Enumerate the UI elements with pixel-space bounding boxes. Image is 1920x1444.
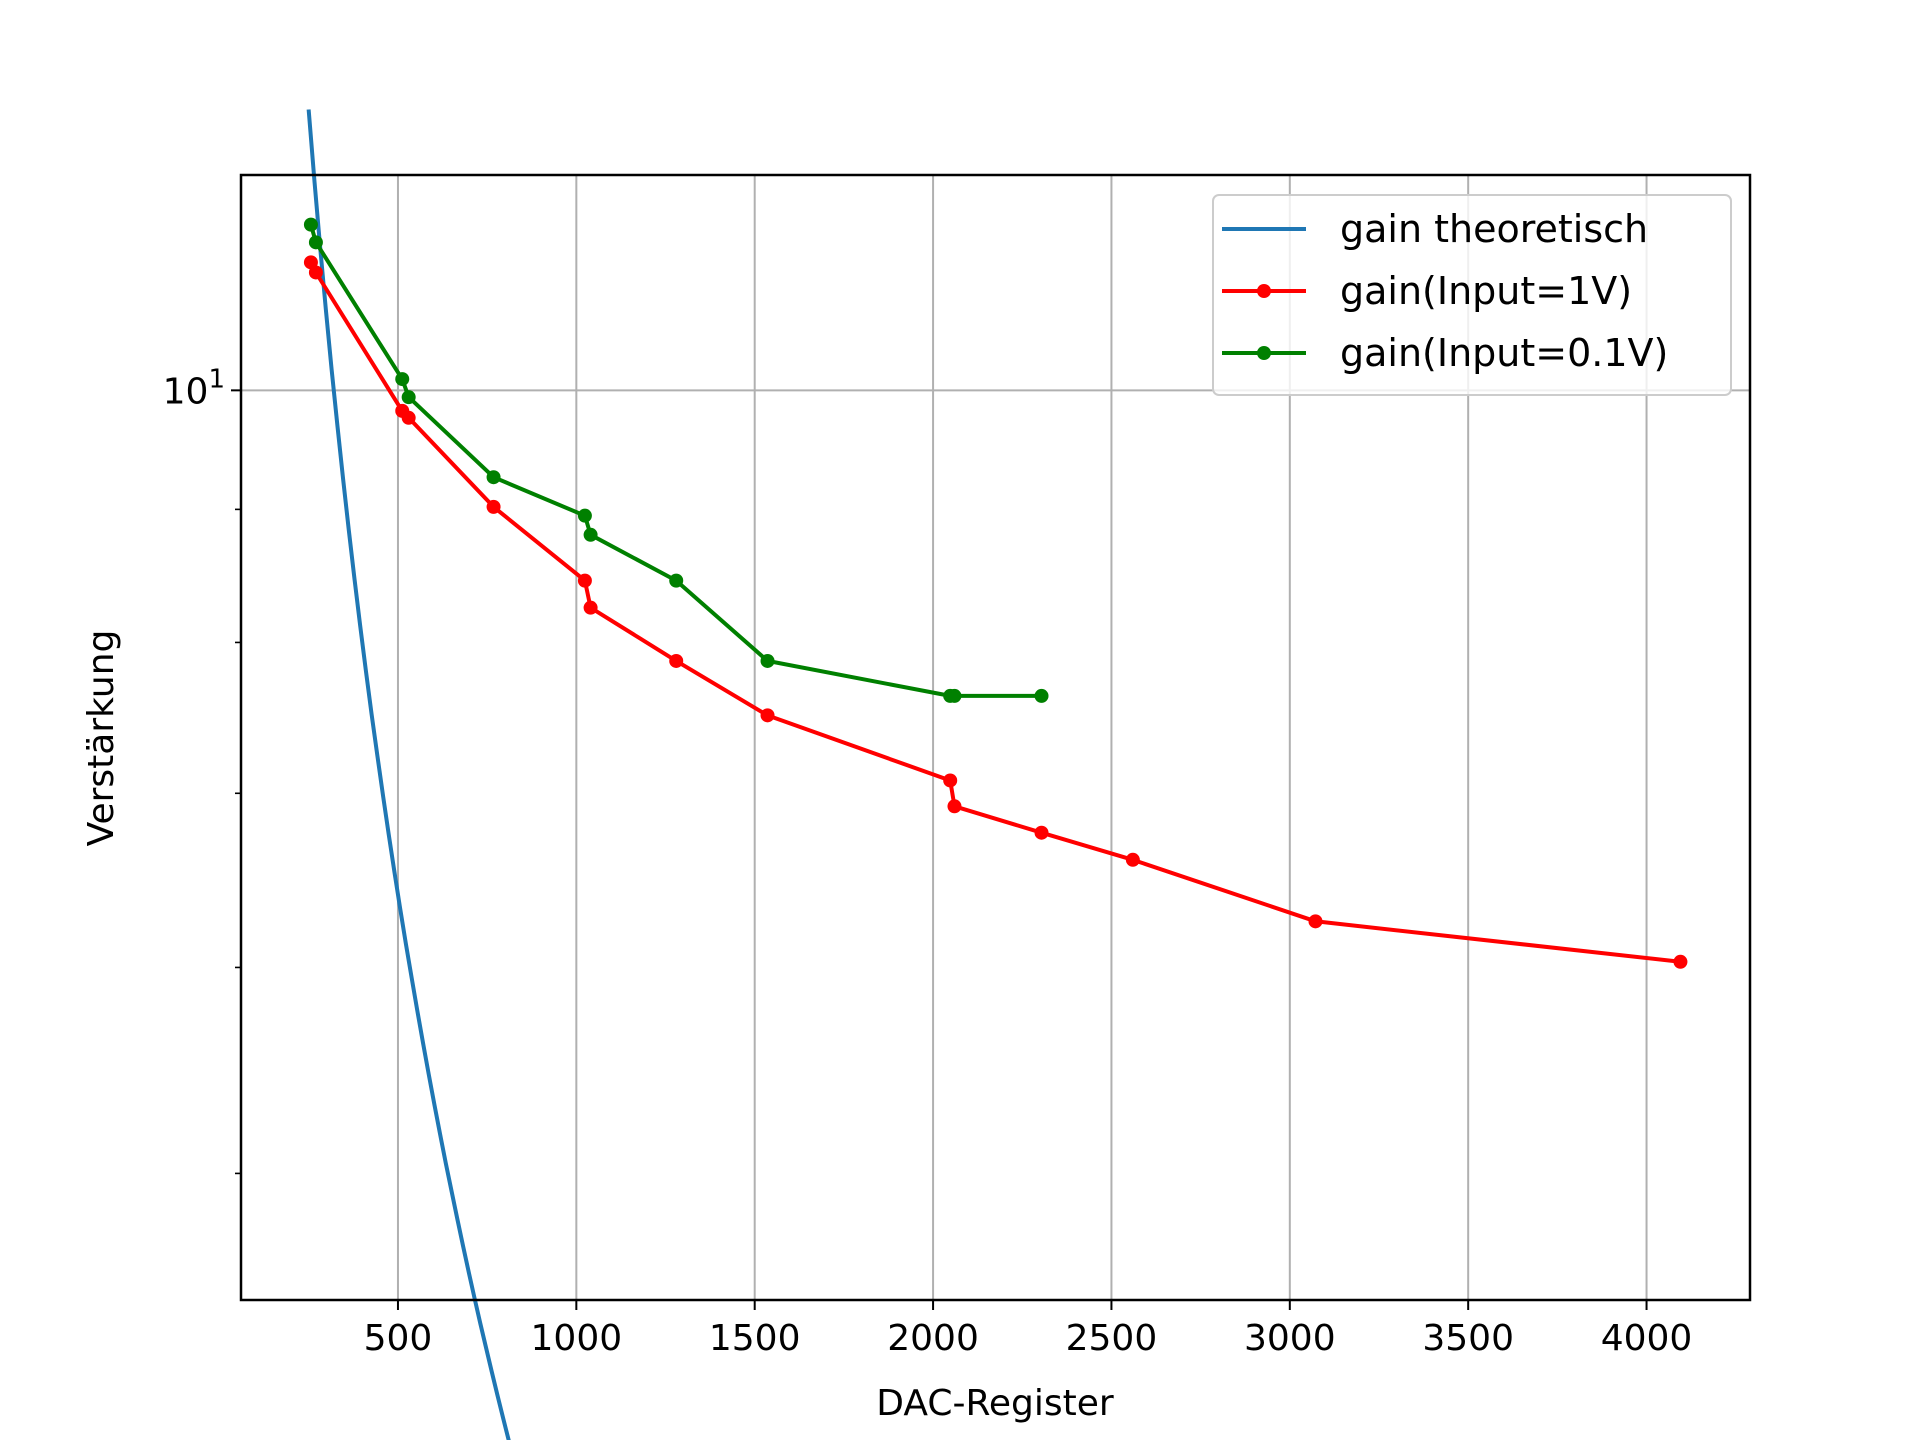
x-tick-label: 1000 [531, 1318, 623, 1359]
data-point-series-2 [1125, 852, 1140, 867]
legend-label-1: gain theoretisch [1340, 207, 1648, 251]
data-point-series-2 [308, 265, 323, 280]
x-axis-ticks: 500 1000 1500 2000 2500 3000 3500 4000 [364, 1300, 1693, 1359]
plot-frame [239, 173, 1752, 1302]
legend-frame [1212, 194, 1732, 396]
data-point-series-2 [669, 653, 684, 668]
legend-marker-2 [1257, 284, 1271, 298]
x-tick-label: 1500 [709, 1318, 801, 1359]
legend-marker-3 [1257, 346, 1271, 360]
y-tick-label: 101 [163, 364, 225, 412]
x-tick-label: 2500 [1066, 1318, 1158, 1359]
legend-entries: gain theoretisch gain(Input=1V) gain(Input… [1222, 207, 1668, 375]
y-axis-label: Verstärkung [81, 630, 122, 847]
data-point-series-3 [583, 527, 598, 542]
data-point-series-2 [486, 499, 501, 514]
series-layer [303, 109, 1688, 1444]
data-point-series-3 [395, 372, 410, 387]
legend: gain theoretisch gain(Input=1V) gain(Input… [1212, 194, 1732, 396]
data-point-series-2 [1673, 954, 1688, 969]
x-tick-label: 4000 [1601, 1318, 1693, 1359]
data-point-series-3 [486, 470, 501, 485]
x-tick-label: 3000 [1244, 1318, 1336, 1359]
data-point-series-3 [577, 508, 592, 523]
data-point-series-3 [947, 688, 962, 703]
x-tick-label: 3500 [1422, 1318, 1514, 1359]
data-point-series-2 [583, 600, 598, 615]
data-point-series-3 [1034, 688, 1049, 703]
data-point-series-3 [308, 235, 323, 250]
data-point-series-2 [943, 773, 958, 788]
legend-label-3: gain(Input=0.1V) [1340, 331, 1668, 375]
x-tick-label: 500 [364, 1318, 433, 1359]
data-point-series-3 [303, 217, 318, 232]
x-tick-label: 2000 [887, 1318, 979, 1359]
legend-label-2: gain(Input=1V) [1340, 269, 1632, 313]
data-point-series-2 [947, 799, 962, 814]
x-axis-label: DAC-Register [876, 1383, 1114, 1424]
data-point-series-3 [401, 390, 416, 405]
data-point-series-2 [577, 573, 592, 588]
data-point-series-2 [760, 708, 775, 723]
data-point-series-2 [1308, 914, 1323, 929]
data-point-series-3 [760, 653, 775, 668]
y-axis-ticks: 101 [163, 364, 241, 412]
data-point-series-3 [669, 573, 684, 588]
data-point-series-2 [1034, 825, 1049, 840]
data-point-series-2 [401, 410, 416, 425]
